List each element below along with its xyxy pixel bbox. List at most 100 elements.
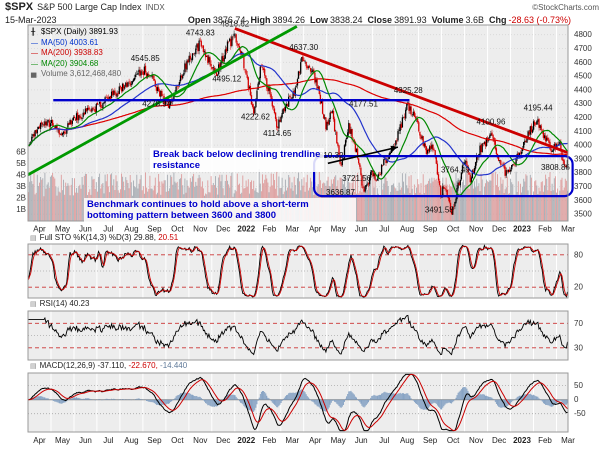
panel-icon[interactable]: ▤ xyxy=(30,235,37,242)
rsi-name: RSI(14) xyxy=(39,299,68,308)
volume-axis-label: 5B xyxy=(16,159,26,168)
macd-panel-bg xyxy=(28,373,568,432)
panel-icon[interactable]: ▤ xyxy=(30,301,37,308)
quote-field-value: 3891.93 xyxy=(394,15,427,25)
x-axis-label: Jun xyxy=(355,436,368,445)
x-axis-label: May xyxy=(55,436,70,445)
pivot-label: 3808.86 xyxy=(541,163,570,172)
x-axis-label: May xyxy=(331,436,346,445)
x-axis-label: Jun xyxy=(79,225,92,234)
x-axis-label: Mar xyxy=(285,225,299,234)
x-axis-label: Sep xyxy=(423,225,438,234)
x-axis-label: May xyxy=(331,225,346,234)
symbol: $SPX xyxy=(5,1,34,13)
quote-field-value: 3.6B xyxy=(465,15,484,25)
quote-field-label: Volume xyxy=(431,15,464,25)
rsi-series-layer xyxy=(28,314,568,356)
price-axis-label: 3600 xyxy=(574,196,592,205)
x-axis-label: Oct xyxy=(447,436,460,445)
x-axis-label: Oct xyxy=(171,436,184,445)
x-axis-label: Sep xyxy=(147,436,162,445)
x-axis-label: Nov xyxy=(193,436,207,445)
quote-field-value: 3838.24 xyxy=(330,15,363,25)
x-axis-label: Dec xyxy=(216,436,230,445)
x-axis-label: Sep xyxy=(423,436,438,445)
x-axis-label: Apr xyxy=(33,225,46,234)
quote-field-label: Open xyxy=(187,15,211,25)
macd-name: MACD(12,26,9) xyxy=(39,361,96,370)
x-axis-label: Feb xyxy=(538,225,552,234)
sto-panel-label: ▤ Full STO %K(14,3) %D(3) 29.88, 20.51 xyxy=(30,233,178,242)
macd-series-layer xyxy=(28,373,568,432)
exchange-tag: INDX xyxy=(145,3,165,12)
x-axis-label: Apr xyxy=(309,436,322,445)
quote-strip: Open 3876.74 High 3894.26 Low 3838.24 Close 389… xyxy=(183,14,571,26)
x-axis-label: Jun xyxy=(355,225,368,234)
x-axis-label: Mar xyxy=(561,225,575,234)
pivot-label: 4195.44 xyxy=(524,104,553,113)
x-axis-label: May xyxy=(55,225,70,234)
sto-k-value: 29.88, xyxy=(133,233,156,242)
x-axis-label: Nov xyxy=(469,436,483,445)
chart-header: $SPX S&P 500 Large Cap Index INDX ©Stock… xyxy=(0,0,605,26)
quote-field-value: -28.63 (-0.73%) xyxy=(508,15,571,25)
bottoming-pattern-box xyxy=(313,155,574,198)
annotation-bottoming-pattern: Benchmark continues to hold above a shor… xyxy=(84,198,356,222)
quote-field-label: Close xyxy=(367,15,393,25)
price-axis-label: 4400 xyxy=(574,85,592,94)
x-axis-label: Aug xyxy=(124,436,138,445)
pivot-label: 4325.28 xyxy=(394,86,423,95)
pivot-label: 4743.83 xyxy=(186,28,215,37)
x-axis-label: Mar xyxy=(561,436,575,445)
macd-axis-label: -50 xyxy=(574,409,586,418)
x-axis-label: Aug xyxy=(400,436,414,445)
price-axis-label: 4200 xyxy=(574,113,592,122)
macd-signal-value: -22.670, xyxy=(128,361,158,370)
rsi-panel-label: ▤ RSI(14) 40.23 xyxy=(30,299,89,308)
x-axis-label: Dec xyxy=(492,225,506,234)
price-axis-label: 4700 xyxy=(574,44,592,53)
x-axis-label: 2022 xyxy=(237,225,255,234)
macd-hist-value: -14.440 xyxy=(160,361,188,370)
price-axis-label: 4500 xyxy=(574,72,592,81)
x-axis-label: Aug xyxy=(400,225,414,234)
quote-row: 15-Mar-2023 Open 3876.74 High 3894.26 Low 383… xyxy=(5,14,599,26)
copyright: ©StockCharts.com xyxy=(532,3,599,12)
trendlines-layer xyxy=(28,25,568,176)
chart-date: 15-Mar-2023 xyxy=(5,15,57,25)
x-axis-label: 2023 xyxy=(513,436,531,445)
price-axis-label: 4100 xyxy=(574,127,592,136)
pivot-label: 3636.87 xyxy=(326,188,355,197)
sto-name: Full STO %K(14,3) %D(3) xyxy=(39,233,132,242)
index-name: S&P 500 Large Cap Index xyxy=(37,2,142,12)
x-axis-label: Oct xyxy=(447,225,460,234)
quote-field-value: 3894.26 xyxy=(272,15,305,25)
volume-axis-label: 2B xyxy=(16,194,26,203)
x-axis-label: Jul xyxy=(103,225,113,234)
annotation-trendline-break: Break back below declining trendline res… xyxy=(150,148,324,172)
price-axis-label: 4800 xyxy=(574,30,592,39)
price-axis-label: 3800 xyxy=(574,168,592,177)
quote-field-label: High xyxy=(250,15,271,25)
x-axis-label: 2022 xyxy=(237,436,255,445)
title-row: $SPX S&P 500 Large Cap Index INDX ©Stock… xyxy=(5,1,599,14)
x-axis-label: Aug xyxy=(124,225,138,234)
x-axis-label: Jun xyxy=(79,436,92,445)
x-axis-label: 2023 xyxy=(513,225,531,234)
declining-resistance xyxy=(234,27,568,155)
x-axis-label: Feb xyxy=(262,436,276,445)
macd-line-value: -37.110, xyxy=(97,361,127,370)
x-axis-label: Dec xyxy=(216,225,230,234)
volume-axis-label: 3B xyxy=(16,182,26,191)
moving-averages-layer xyxy=(28,45,568,196)
volume-axis-label: 1B xyxy=(16,205,26,214)
pivot-label: 3491.58 xyxy=(425,205,454,214)
price-axis-label: 3500 xyxy=(574,210,592,219)
x-axis-label: Nov xyxy=(193,225,207,234)
panel-icon[interactable]: ▤ xyxy=(30,363,37,370)
rsi-value: 40.23 xyxy=(69,299,90,308)
quote-field-label: Chg xyxy=(488,15,507,25)
macd-axis-label: 50 xyxy=(574,381,583,390)
x-axis-label: Jul xyxy=(379,225,389,234)
